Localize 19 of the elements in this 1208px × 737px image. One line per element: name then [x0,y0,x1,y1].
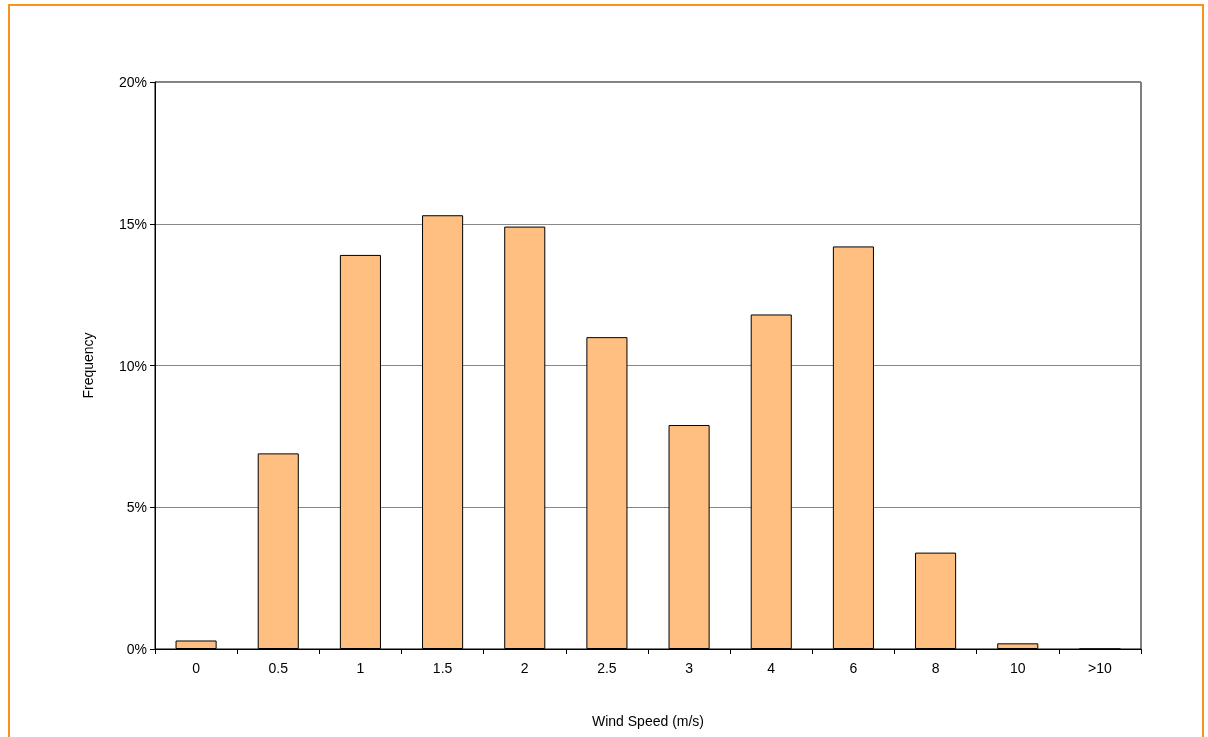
x-axis-title: Wind Speed (m/s) [591,713,705,729]
y-tick-label: 20% [118,74,147,90]
x-tick-label: 3 [685,660,694,676]
y-tick-label: 0% [126,641,147,657]
x-tick-label: 1 [356,660,365,676]
x-tick-label: 6 [849,660,858,676]
x-tick-label: >10 [1088,660,1112,676]
x-tick-label: 8 [931,660,940,676]
y-axis-title: Frequency [80,332,96,399]
x-tick-label: 0.5 [268,660,289,676]
x-tick-label: 2 [520,660,529,676]
x-tick-label: 4 [767,660,776,676]
x-tick-label: 0 [192,660,201,676]
x-tick-label: 2.5 [597,660,617,676]
y-tick-label: 5% [126,499,147,516]
y-tick-label: 15% [118,215,147,232]
x-tick-label: 10 [1009,660,1026,676]
y-tick-label: 10% [118,357,147,374]
x-tick-label: 1.5 [432,660,453,676]
